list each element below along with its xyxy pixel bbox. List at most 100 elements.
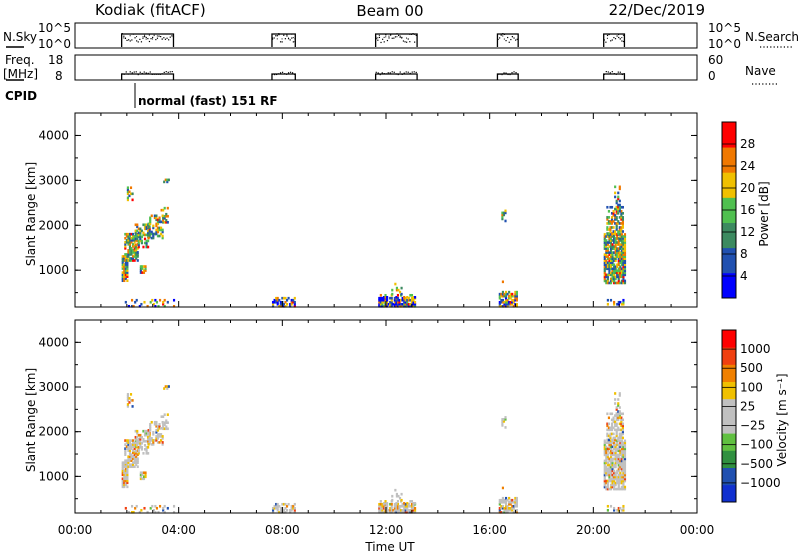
velocity-cell <box>608 487 611 491</box>
nave-point <box>613 73 615 75</box>
power-cell <box>512 304 515 308</box>
power-cell <box>614 277 617 281</box>
power-cell <box>608 235 611 238</box>
velocity-cell <box>128 459 132 462</box>
power-cell <box>615 199 618 203</box>
colorbar-tick-label: 20 <box>740 181 755 195</box>
power-cell <box>163 214 166 218</box>
velocity-cell <box>141 473 144 477</box>
velocity-cell <box>622 453 625 457</box>
power-cell <box>281 296 284 300</box>
power-cell <box>403 298 406 302</box>
power-cell <box>161 230 164 234</box>
nave-point <box>375 71 377 73</box>
power-cell <box>498 300 501 304</box>
velocity-cell <box>609 459 613 463</box>
velocity-cell <box>124 473 127 477</box>
velocity-cell <box>608 473 611 477</box>
power-cell <box>603 277 606 281</box>
power-cell <box>514 292 517 296</box>
velocity-cell <box>603 439 606 443</box>
power-cell <box>617 210 620 213</box>
noise-search-point <box>168 39 170 41</box>
velocity-cell <box>412 508 415 512</box>
velocity-cell <box>398 510 401 514</box>
power-cell <box>162 218 165 222</box>
power-cell <box>127 232 130 236</box>
velocity-cell <box>623 445 627 449</box>
colorbar-swatch <box>722 147 736 173</box>
velocity-cell <box>617 487 620 491</box>
noise-search-point <box>613 36 615 39</box>
power-cell <box>160 208 163 212</box>
velocity-cell <box>393 504 396 508</box>
velocity-cell <box>623 461 627 465</box>
power-cell <box>410 298 414 302</box>
power-cell <box>398 304 401 308</box>
noise-search-point <box>156 35 158 37</box>
velocity-cell <box>605 457 608 461</box>
velocity-cell <box>609 451 613 455</box>
power-cell <box>614 253 617 256</box>
power-cell <box>500 294 503 298</box>
power-cell <box>608 251 611 254</box>
power-cell <box>155 232 158 236</box>
power-cell <box>611 261 614 265</box>
power-cell <box>398 300 401 304</box>
power-cell <box>124 263 127 266</box>
power-cell <box>610 218 614 221</box>
velocity-cell <box>406 506 409 510</box>
power-cell <box>616 269 619 273</box>
velocity-cell <box>498 502 501 506</box>
velocity-cell <box>504 416 507 419</box>
power-cell <box>162 208 165 212</box>
velocity-cell <box>386 506 389 510</box>
power-cell <box>126 257 129 260</box>
velocity-cell <box>123 477 126 481</box>
velocity-cell <box>160 415 163 418</box>
freq-unit-label: [MHz] <box>3 67 38 81</box>
velocity-cell <box>502 418 506 421</box>
power-cell <box>130 253 133 256</box>
velocity-cell <box>129 399 133 402</box>
power-cell <box>394 282 397 286</box>
power-cell <box>127 304 131 308</box>
power-cell <box>504 219 507 223</box>
power-cell <box>608 241 611 244</box>
nave-point <box>291 72 294 74</box>
power-cell <box>500 300 503 304</box>
power-cell <box>121 257 124 260</box>
noise-search-point <box>271 38 274 40</box>
power-cell <box>623 253 627 256</box>
velocity-cell <box>619 441 622 445</box>
power-cell <box>502 213 506 217</box>
power-cell <box>614 195 617 199</box>
power-cell <box>404 300 407 304</box>
power-cell <box>621 222 624 225</box>
power-cell <box>620 253 623 256</box>
velocity-cell <box>285 504 289 508</box>
power-cell <box>382 295 386 299</box>
power-cell <box>396 304 400 308</box>
power-cell <box>133 251 136 254</box>
power-cell <box>623 243 627 246</box>
velocity-cell <box>134 437 137 441</box>
power-cell <box>165 212 168 216</box>
velocity-cell <box>502 420 506 423</box>
velocity-cell <box>126 477 129 481</box>
velocity-cell <box>390 510 393 514</box>
power-cell <box>605 263 608 267</box>
power-cell <box>622 241 625 244</box>
power-cell <box>378 302 381 306</box>
power-cell <box>126 261 129 264</box>
velocity-cell <box>620 459 623 463</box>
velocity-cell <box>618 392 621 395</box>
velocity-cell <box>379 508 382 512</box>
power-cell <box>390 302 393 306</box>
power-cell <box>155 230 158 234</box>
velocity-cell <box>407 510 410 514</box>
power-cell <box>620 267 623 271</box>
velocity-cell <box>143 443 147 447</box>
velocity-cell <box>611 451 614 455</box>
velocity-cell <box>271 510 275 514</box>
